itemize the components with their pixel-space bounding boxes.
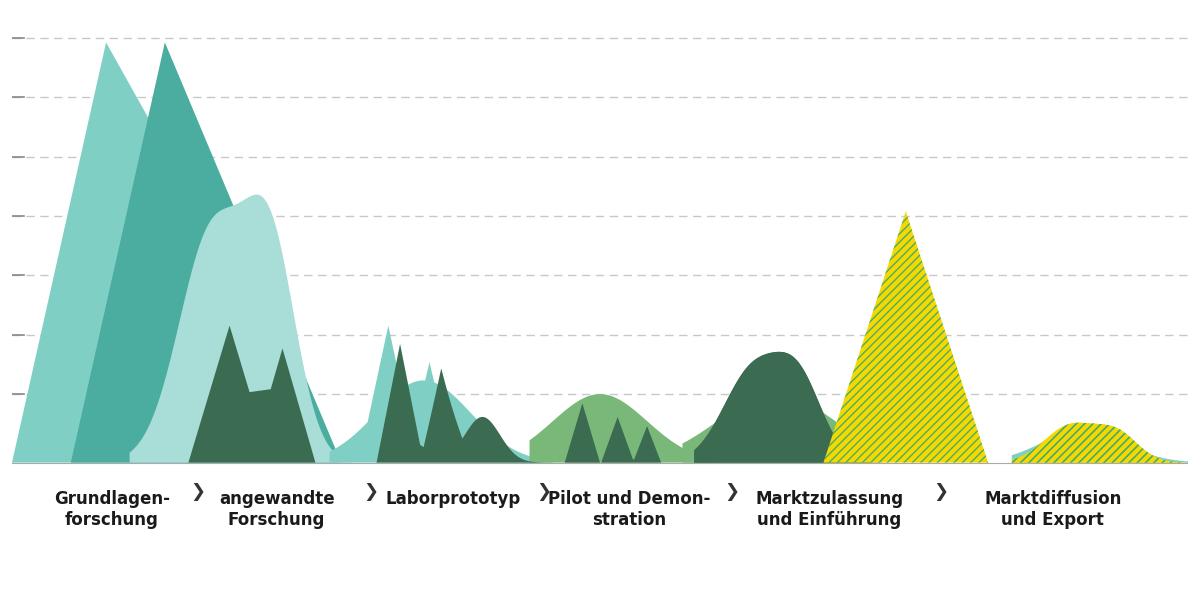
Polygon shape (695, 352, 870, 462)
Text: Marktdiffusion
und Export: Marktdiffusion und Export (984, 490, 1122, 529)
Polygon shape (529, 394, 718, 462)
Polygon shape (12, 43, 341, 462)
Text: Pilot und Demon-
stration: Pilot und Demon- stration (548, 490, 710, 529)
Text: Grundlagen-
forschung: Grundlagen- forschung (54, 490, 170, 529)
Polygon shape (541, 404, 694, 462)
Polygon shape (1012, 423, 1188, 462)
Polygon shape (71, 43, 341, 462)
Polygon shape (823, 211, 988, 462)
Polygon shape (341, 345, 553, 462)
Text: Laborprototyp: Laborprototyp (385, 490, 521, 508)
Text: angewandte
Forschung: angewandte Forschung (218, 490, 335, 529)
Text: ❯: ❯ (934, 483, 949, 501)
Text: ❯: ❯ (724, 483, 739, 501)
Polygon shape (176, 326, 341, 462)
Polygon shape (683, 394, 882, 462)
Text: ❯: ❯ (191, 483, 205, 501)
Text: Marktzulassung
und Einführung: Marktzulassung und Einführung (755, 490, 904, 529)
Polygon shape (330, 326, 553, 462)
Polygon shape (695, 352, 870, 462)
Text: ❯: ❯ (364, 483, 378, 501)
Text: ❯: ❯ (536, 483, 551, 501)
Polygon shape (130, 195, 353, 462)
Polygon shape (1012, 430, 1188, 462)
Polygon shape (1012, 423, 1188, 462)
